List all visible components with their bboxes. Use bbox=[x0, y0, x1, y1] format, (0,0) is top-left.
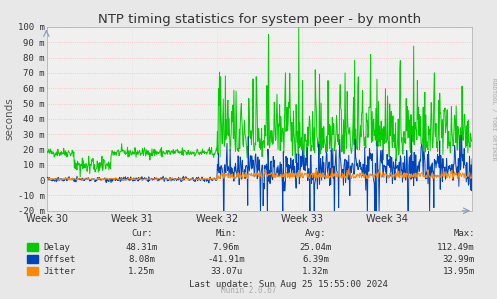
Text: Min:: Min: bbox=[215, 229, 237, 238]
Text: RRDTOOL / TOBI OETIKER: RRDTOOL / TOBI OETIKER bbox=[491, 78, 496, 161]
Text: Jitter: Jitter bbox=[44, 267, 76, 276]
Text: 1.25m: 1.25m bbox=[128, 267, 155, 276]
Text: 32.99m: 32.99m bbox=[442, 255, 475, 264]
Text: -41.91m: -41.91m bbox=[207, 255, 245, 264]
Text: Offset: Offset bbox=[44, 255, 76, 264]
Text: 25.04m: 25.04m bbox=[300, 243, 331, 252]
Text: 7.96m: 7.96m bbox=[213, 243, 240, 252]
Title: NTP timing statistics for system peer - by month: NTP timing statistics for system peer - … bbox=[98, 13, 421, 26]
Text: Munin 2.0.67: Munin 2.0.67 bbox=[221, 286, 276, 295]
Text: Last update: Sun Aug 25 15:55:00 2024: Last update: Sun Aug 25 15:55:00 2024 bbox=[189, 280, 388, 289]
Text: 8.08m: 8.08m bbox=[128, 255, 155, 264]
Text: 13.95m: 13.95m bbox=[442, 267, 475, 276]
Text: 6.39m: 6.39m bbox=[302, 255, 329, 264]
Text: 48.31m: 48.31m bbox=[126, 243, 158, 252]
Text: Avg:: Avg: bbox=[305, 229, 327, 238]
Text: Cur:: Cur: bbox=[131, 229, 153, 238]
Text: 112.49m: 112.49m bbox=[437, 243, 475, 252]
Y-axis label: seconds: seconds bbox=[5, 97, 15, 140]
Text: Max:: Max: bbox=[453, 229, 475, 238]
Text: 1.32m: 1.32m bbox=[302, 267, 329, 276]
Text: Delay: Delay bbox=[44, 243, 71, 252]
Text: 33.07u: 33.07u bbox=[210, 267, 242, 276]
